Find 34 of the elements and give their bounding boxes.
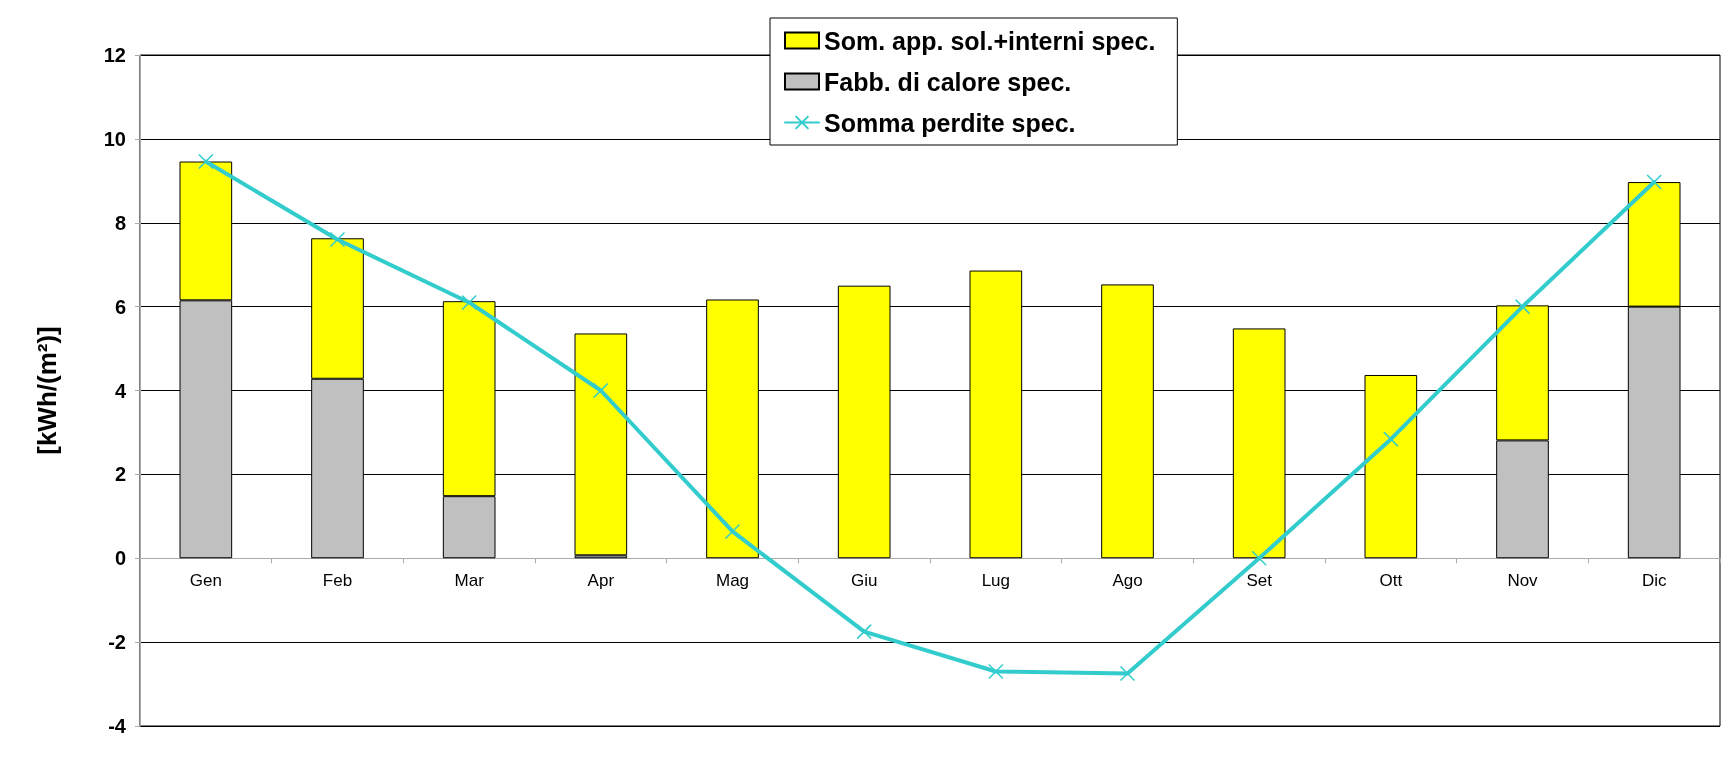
y-tick-label: -2: [108, 631, 126, 654]
y-tick-label: 8: [114, 211, 126, 234]
x-tick-label: Mag: [715, 571, 750, 591]
legend-label: Fabb. di calore spec.: [824, 67, 1072, 96]
point: [1646, 174, 1662, 190]
legend-label: Somma perdite spec.: [824, 108, 1076, 137]
y-tick-label: -4: [108, 715, 127, 737]
point: [1119, 665, 1136, 682]
y-tick-label: 4: [114, 379, 127, 402]
y-tick-label: 0: [114, 547, 126, 570]
y-tick-label: 12: [103, 44, 126, 66]
x-tick-label: Ott: [1379, 571, 1403, 591]
x-tick-label: Giu: [850, 571, 878, 591]
y-tick-label: 10: [103, 127, 126, 150]
point: [1383, 431, 1399, 447]
point: [856, 623, 872, 640]
x-tick-label: Apr: [587, 571, 615, 591]
point: [593, 382, 609, 399]
y-axis-title: [kWh/(m²)]: [32, 326, 62, 455]
y-tick-label: 2: [114, 463, 126, 486]
x-tick-label: Set: [1246, 571, 1273, 591]
point: [461, 294, 477, 311]
legend-label: Som. app. sol.+interni spec.: [824, 26, 1156, 55]
y-tick-label: 6: [114, 295, 126, 318]
x-tick-label: Feb: [322, 571, 353, 591]
point: [988, 663, 1004, 680]
point: [198, 153, 214, 170]
x-tick-label: Mar: [454, 571, 485, 591]
x-tick-label: Lug: [981, 571, 1011, 591]
x-tick-label: Ago: [1112, 571, 1143, 591]
x-tick-label: Gen: [189, 571, 222, 591]
point: [329, 231, 346, 248]
x-tick-label: Dic: [1641, 571, 1667, 591]
x-tick-label: Nov: [1507, 571, 1539, 591]
